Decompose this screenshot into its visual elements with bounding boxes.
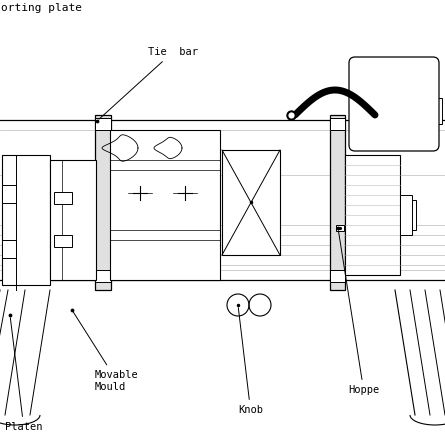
Bar xyxy=(2,240,16,258)
Text: orting plate: orting plate xyxy=(1,3,82,13)
Bar xyxy=(110,130,220,280)
Bar xyxy=(345,155,400,275)
Bar xyxy=(330,270,345,282)
Bar xyxy=(336,225,344,231)
Bar xyxy=(54,235,72,247)
Bar xyxy=(95,115,111,290)
Bar xyxy=(400,195,412,235)
Text: Tie  bar: Tie bar xyxy=(99,47,198,119)
Bar xyxy=(2,155,50,285)
Bar xyxy=(95,118,111,130)
Bar xyxy=(222,150,280,255)
Bar xyxy=(2,185,16,203)
Text: Knob: Knob xyxy=(238,308,263,415)
Bar xyxy=(330,115,345,290)
Text: Platen: Platen xyxy=(5,318,43,432)
Bar xyxy=(438,98,442,124)
Text: Movable
Mould: Movable Mould xyxy=(73,312,139,392)
Bar xyxy=(50,160,96,280)
Bar xyxy=(95,270,111,282)
Bar xyxy=(428,92,438,130)
Bar xyxy=(412,200,416,230)
Text: Hoppe: Hoppe xyxy=(339,231,379,395)
Bar xyxy=(330,118,345,130)
FancyBboxPatch shape xyxy=(349,57,439,151)
Bar xyxy=(54,192,72,204)
